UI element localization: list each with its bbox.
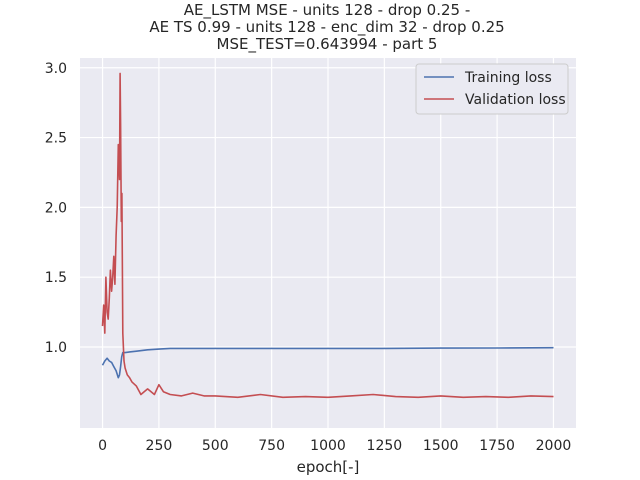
grid xyxy=(80,58,576,428)
training-loss-line xyxy=(101,346,554,379)
x-tick-label: 1250 xyxy=(367,438,403,454)
x-tick-label: 2000 xyxy=(536,438,572,454)
title-line-1: AE_LSTM MSE - units 128 - drop 0.25 - xyxy=(184,1,471,20)
x-tick-label: 1000 xyxy=(310,438,346,454)
x-tick-label: 750 xyxy=(258,438,285,454)
y-tick-label: 2.5 xyxy=(45,131,67,147)
x-tick-label: 1750 xyxy=(479,438,515,454)
y-tick-label: 3.0 xyxy=(45,61,67,77)
series-layer xyxy=(101,72,554,399)
legend: Training loss Validation loss xyxy=(415,63,569,115)
title-line-3: MSE_TEST=0.643994 - part 5 xyxy=(217,35,438,54)
x-tick-labels: 0 250 500 750 1000 1250 1500 1750 2000 xyxy=(98,438,571,454)
y-tick-label: 2.0 xyxy=(45,200,67,216)
x-tick-label: 250 xyxy=(146,438,173,454)
x-axis-label: epoch[-] xyxy=(297,458,360,476)
y-tick-label: 1.5 xyxy=(45,270,67,286)
chart-title: AE_LSTM MSE - units 128 - drop 0.25 - AE… xyxy=(149,1,504,54)
y-tick-label: 1.0 xyxy=(45,340,67,356)
title-line-2: AE TS 0.99 - units 128 - enc_dim 32 - dr… xyxy=(149,18,504,37)
legend-label-training: Training loss xyxy=(464,70,552,86)
x-tick-label: 500 xyxy=(202,438,229,454)
validation-loss-line xyxy=(101,72,554,399)
x-tick-label: 0 xyxy=(98,438,107,454)
legend-label-validation: Validation loss xyxy=(465,92,566,108)
y-tick-labels: 1.0 1.5 2.0 2.5 3.0 xyxy=(45,61,67,356)
x-tick-label: 1500 xyxy=(423,438,459,454)
